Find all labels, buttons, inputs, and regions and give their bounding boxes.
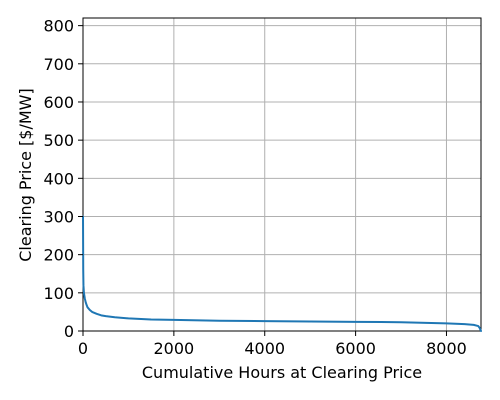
x-tick-label: 4000 [244, 339, 285, 358]
y-tick-label: 700 [43, 55, 74, 74]
x-tick-label: 2000 [154, 339, 195, 358]
y-tick-label: 500 [43, 131, 74, 150]
y-axis-label: Clearing Price [$/MW] [16, 88, 35, 261]
grid-lines [82, 18, 481, 332]
x-tick-label: 6000 [335, 339, 376, 358]
plot-frame [82, 17, 482, 332]
y-tick-label: 300 [43, 207, 74, 226]
x-tick-label: 0 [78, 339, 88, 358]
y-tick-label: 200 [43, 246, 74, 265]
y-tick-label: 0 [64, 322, 74, 341]
x-axis-label: Cumulative Hours at Clearing Price [142, 363, 422, 382]
series-layer [82, 215, 482, 332]
y-tick-label: 400 [43, 169, 74, 188]
axes [82, 17, 482, 332]
price-duration-curve [82, 215, 482, 332]
x-tick-label: 8000 [426, 339, 467, 358]
y-tick-label: 800 [43, 17, 74, 36]
y-axis-ticks: 0 100 200 300 400 500 600 700 800 [43, 17, 83, 341]
y-tick-label: 100 [43, 284, 74, 303]
y-tick-label: 600 [43, 93, 74, 112]
x-axis-ticks: 0 2000 4000 6000 8000 [78, 331, 467, 358]
